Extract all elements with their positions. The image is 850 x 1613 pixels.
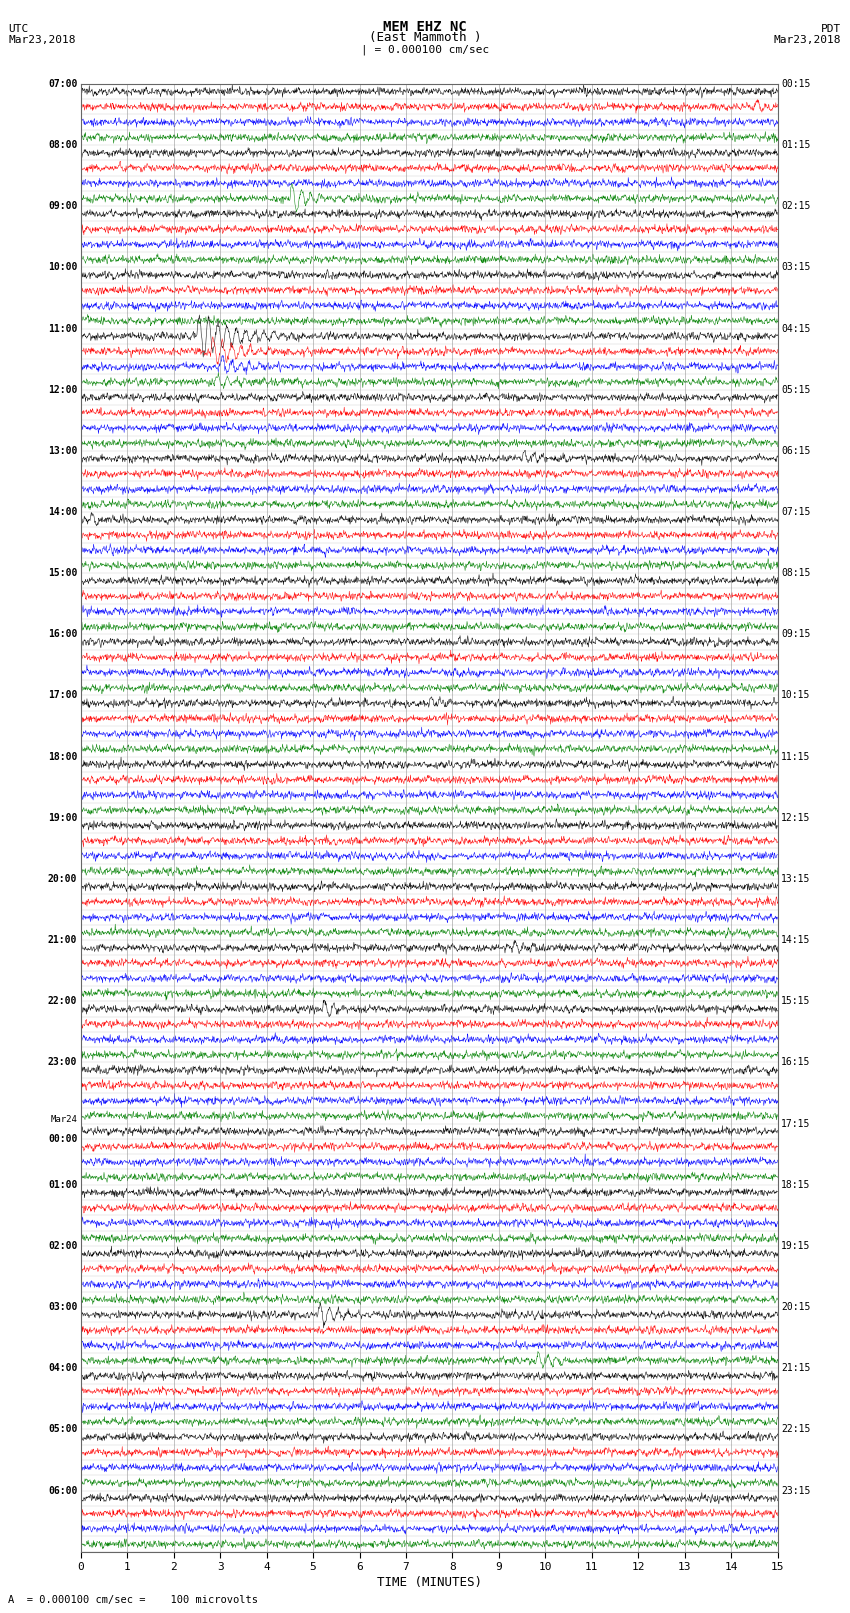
Text: Mar23,2018: Mar23,2018 xyxy=(774,35,842,45)
Text: 04:00: 04:00 xyxy=(48,1363,77,1373)
Text: 10:15: 10:15 xyxy=(781,690,811,700)
Text: 20:00: 20:00 xyxy=(48,874,77,884)
Text: 08:15: 08:15 xyxy=(781,568,811,577)
Text: 02:15: 02:15 xyxy=(781,202,811,211)
Text: 00:15: 00:15 xyxy=(781,79,811,89)
Text: 01:15: 01:15 xyxy=(781,140,811,150)
Text: (East Mammoth ): (East Mammoth ) xyxy=(369,31,481,44)
Text: 03:15: 03:15 xyxy=(781,263,811,273)
Text: 22:00: 22:00 xyxy=(48,997,77,1007)
Text: 04:15: 04:15 xyxy=(781,324,811,334)
Text: 18:00: 18:00 xyxy=(48,752,77,761)
Text: 12:00: 12:00 xyxy=(48,384,77,395)
Text: 15:00: 15:00 xyxy=(48,568,77,577)
Text: 06:00: 06:00 xyxy=(48,1486,77,1495)
Text: 21:00: 21:00 xyxy=(48,936,77,945)
Text: 10:00: 10:00 xyxy=(48,263,77,273)
Text: 15:15: 15:15 xyxy=(781,997,811,1007)
Text: 02:00: 02:00 xyxy=(48,1240,77,1252)
Text: 12:15: 12:15 xyxy=(781,813,811,823)
Text: 16:00: 16:00 xyxy=(48,629,77,639)
Text: Mar24: Mar24 xyxy=(50,1115,77,1124)
Text: 17:00: 17:00 xyxy=(48,690,77,700)
Text: 13:00: 13:00 xyxy=(48,445,77,456)
Text: 07:15: 07:15 xyxy=(781,506,811,518)
Text: 14:00: 14:00 xyxy=(48,506,77,518)
Text: Mar23,2018: Mar23,2018 xyxy=(8,35,76,45)
Text: 11:00: 11:00 xyxy=(48,324,77,334)
Text: 03:00: 03:00 xyxy=(48,1302,77,1311)
Text: 23:15: 23:15 xyxy=(781,1486,811,1495)
Text: MEM EHZ NC: MEM EHZ NC xyxy=(383,19,467,34)
Text: 14:15: 14:15 xyxy=(781,936,811,945)
Text: 23:00: 23:00 xyxy=(48,1058,77,1068)
Text: 07:00: 07:00 xyxy=(48,79,77,89)
Text: 13:15: 13:15 xyxy=(781,874,811,884)
Text: 05:00: 05:00 xyxy=(48,1424,77,1434)
Text: 05:15: 05:15 xyxy=(781,384,811,395)
Text: 09:00: 09:00 xyxy=(48,202,77,211)
Text: 08:00: 08:00 xyxy=(48,140,77,150)
Text: 18:15: 18:15 xyxy=(781,1179,811,1190)
Text: | = 0.000100 cm/sec: | = 0.000100 cm/sec xyxy=(361,44,489,55)
Text: 22:15: 22:15 xyxy=(781,1424,811,1434)
Text: 09:15: 09:15 xyxy=(781,629,811,639)
Text: 21:15: 21:15 xyxy=(781,1363,811,1373)
Text: 00:00: 00:00 xyxy=(48,1134,77,1144)
Text: UTC: UTC xyxy=(8,24,29,34)
Text: 20:15: 20:15 xyxy=(781,1302,811,1311)
Text: 19:15: 19:15 xyxy=(781,1240,811,1252)
Text: 06:15: 06:15 xyxy=(781,445,811,456)
Text: 01:00: 01:00 xyxy=(48,1179,77,1190)
Text: A  = 0.000100 cm/sec =    100 microvolts: A = 0.000100 cm/sec = 100 microvolts xyxy=(8,1595,258,1605)
X-axis label: TIME (MINUTES): TIME (MINUTES) xyxy=(377,1576,482,1589)
Text: 16:15: 16:15 xyxy=(781,1058,811,1068)
Text: 17:15: 17:15 xyxy=(781,1118,811,1129)
Text: PDT: PDT xyxy=(821,24,842,34)
Text: 11:15: 11:15 xyxy=(781,752,811,761)
Text: 19:00: 19:00 xyxy=(48,813,77,823)
